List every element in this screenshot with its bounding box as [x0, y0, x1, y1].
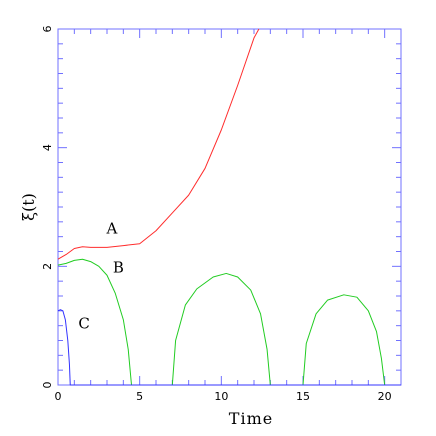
curve-labels: A B C	[78, 220, 124, 333]
x-tick-label: 15	[296, 390, 310, 403]
y-axis-title: ξ(t)	[19, 193, 38, 221]
tick-marks	[57, 28, 402, 386]
y-tick-label: 0	[41, 382, 54, 389]
curve-label-c: C	[78, 315, 89, 333]
x-tick-label: 0	[55, 390, 62, 403]
y-tick-label: 4	[41, 144, 54, 151]
series-line-a	[57, 28, 260, 260]
y-tick-label: 6	[41, 26, 54, 33]
y-tick-labels: 0 2 4 6	[41, 26, 54, 389]
plot-frame	[57, 28, 402, 386]
x-tick-label: 10	[214, 390, 228, 403]
x-tick-labels: 0 5 10 15 20	[55, 390, 392, 403]
series-line-c	[57, 309, 401, 386]
x-tick-label: 5	[136, 390, 143, 403]
y-tick-label: 2	[41, 263, 54, 270]
series-lines	[57, 28, 401, 386]
x-axis-title: Time	[229, 409, 273, 428]
x-tick-label: 20	[378, 390, 392, 403]
series-line-b	[57, 258, 386, 386]
curve-label-a: A	[105, 220, 117, 238]
curve-label-b: B	[113, 258, 124, 276]
